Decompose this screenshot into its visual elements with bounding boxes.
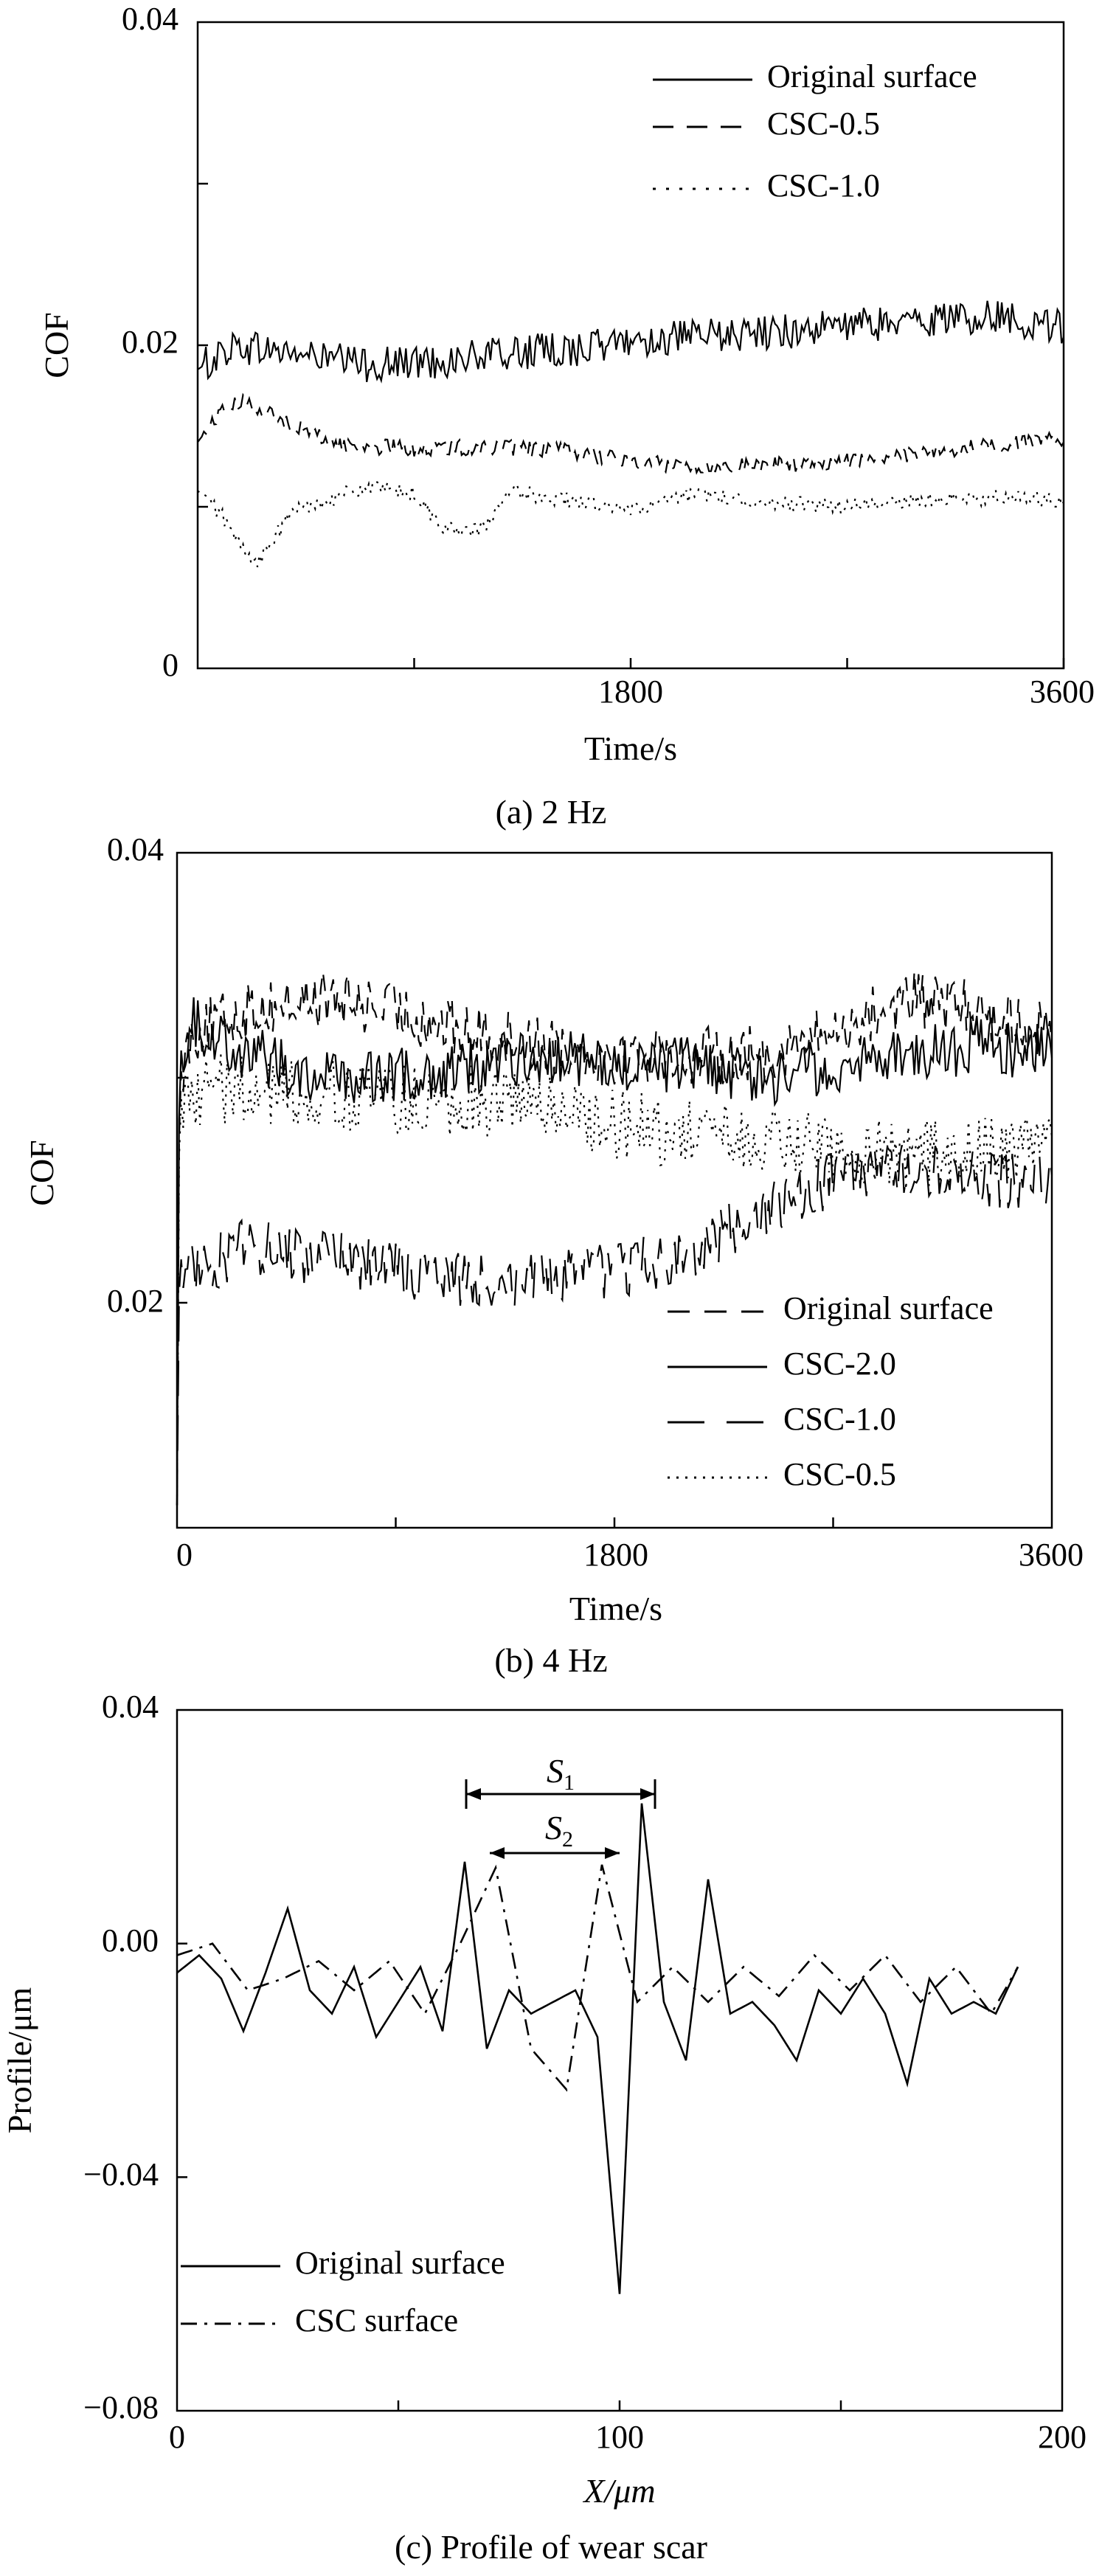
chart-a: 0 0.02 0.04 1800 3600 COF Time/s (a) 2 H…: [38, 1, 1095, 831]
legend-label-csc-1-0-b: CSC-1.0: [783, 1401, 896, 1437]
chart-a-ticks: [198, 182, 1065, 668]
chart-a-xtick: 3600: [1030, 674, 1095, 710]
chart-b-ticks: [177, 1076, 834, 1528]
s1-arrow-left: [466, 1788, 481, 1800]
chart-b-caption: (b) 4 Hz: [494, 1641, 607, 1679]
chart-a-ytick: 0.02: [122, 324, 179, 360]
s2-arrow-right: [605, 1847, 620, 1859]
legend-label-csc-0-5-b: CSC-0.5: [783, 1456, 896, 1492]
chart-a-ylabel: COF: [38, 312, 75, 378]
chart-b-legend: Original surface CSC-2.0 CSC-1.0 CSC-0.5: [668, 1290, 994, 1492]
chart-b-xtick: 0: [176, 1537, 193, 1573]
series-line-csc-2-0: [176, 997, 1053, 1506]
chart-a-ytick: 0: [162, 647, 179, 683]
chart-c-series: [176, 1803, 1019, 2294]
chart-a-ytick: 0.04: [122, 1, 179, 37]
s1-arrow-right: [640, 1788, 655, 1800]
chart-a-caption: (a) 2 Hz: [496, 793, 607, 831]
chart-c: 0.04 0.00 −0.04 −0.08 0 100 200 Profile/…: [1, 1689, 1087, 2566]
chart-b-xtick: 3600: [1019, 1537, 1084, 1573]
chart-c-ytick: −0.04: [83, 2156, 159, 2192]
chart-c-ytick: −0.08: [83, 2389, 159, 2426]
chart-a-legend: Original surface CSC-0.5 CSC-1.0: [653, 58, 977, 204]
chart-c-ytick: 0.00: [102, 1922, 159, 1959]
s2-label: S2: [545, 1809, 573, 1852]
chart-c-caption: (c) Profile of wear scar: [395, 2528, 707, 2566]
s2-arrow-left: [490, 1847, 505, 1859]
series-line-csc-1-0: [176, 1144, 1053, 1506]
chart-c-xtick: 0: [169, 2419, 185, 2455]
chart-c-ytick: 0.04: [102, 1689, 159, 1725]
chart-b-ytick: 0.04: [107, 831, 164, 868]
chart-b-xtick: 1800: [583, 1537, 648, 1573]
legend-label-original-surface: Original surface: [767, 58, 977, 94]
legend-label-csc-2-0: CSC-2.0: [783, 1346, 896, 1382]
chart-c-xtick: 100: [595, 2419, 644, 2455]
chart-a-xlabel: Time/s: [584, 730, 677, 767]
legend-label-csc-0-5: CSC-0.5: [767, 105, 880, 142]
legend-label-csc-surface: CSC surface: [295, 2302, 458, 2338]
chart-a-series: [197, 300, 1065, 567]
series-line-original-surface: [176, 1803, 1019, 2294]
s1-label: S1: [547, 1752, 575, 1795]
chart-b-ytick: 0.02: [107, 1283, 164, 1319]
chart-b-xlabel: Time/s: [569, 1590, 662, 1627]
legend-label-csc-1-0: CSC-1.0: [767, 167, 880, 204]
series-line-csc-surface: [176, 1864, 1019, 2092]
chart-b-series: [176, 971, 1053, 1506]
chart-a-xtick: 1800: [598, 674, 663, 710]
chart-b-ylabel: COF: [23, 1140, 60, 1205]
legend-label-original-surface-b: Original surface: [783, 1290, 994, 1326]
chart-c-annotations: S1 S2: [465, 1752, 656, 1859]
chart-c-ticks: [177, 1942, 842, 2411]
series-line-original-surface: [197, 300, 1065, 384]
chart-b: 0.02 0.04 0 1800 3600 COF Time/s (b) 4 H…: [23, 831, 1084, 1679]
chart-c-ylabel: Profile/μm: [1, 1987, 38, 2134]
chart-c-legend: Original surface CSC surface: [181, 2245, 505, 2338]
chart-c-xtick: 200: [1038, 2419, 1087, 2455]
chart-c-xlabel: X/μm: [582, 2472, 655, 2510]
legend-label-original-surface-c: Original surface: [295, 2245, 505, 2281]
series-line-csc-1-0: [197, 479, 1064, 567]
series-line-original-surface: [176, 971, 1053, 1506]
